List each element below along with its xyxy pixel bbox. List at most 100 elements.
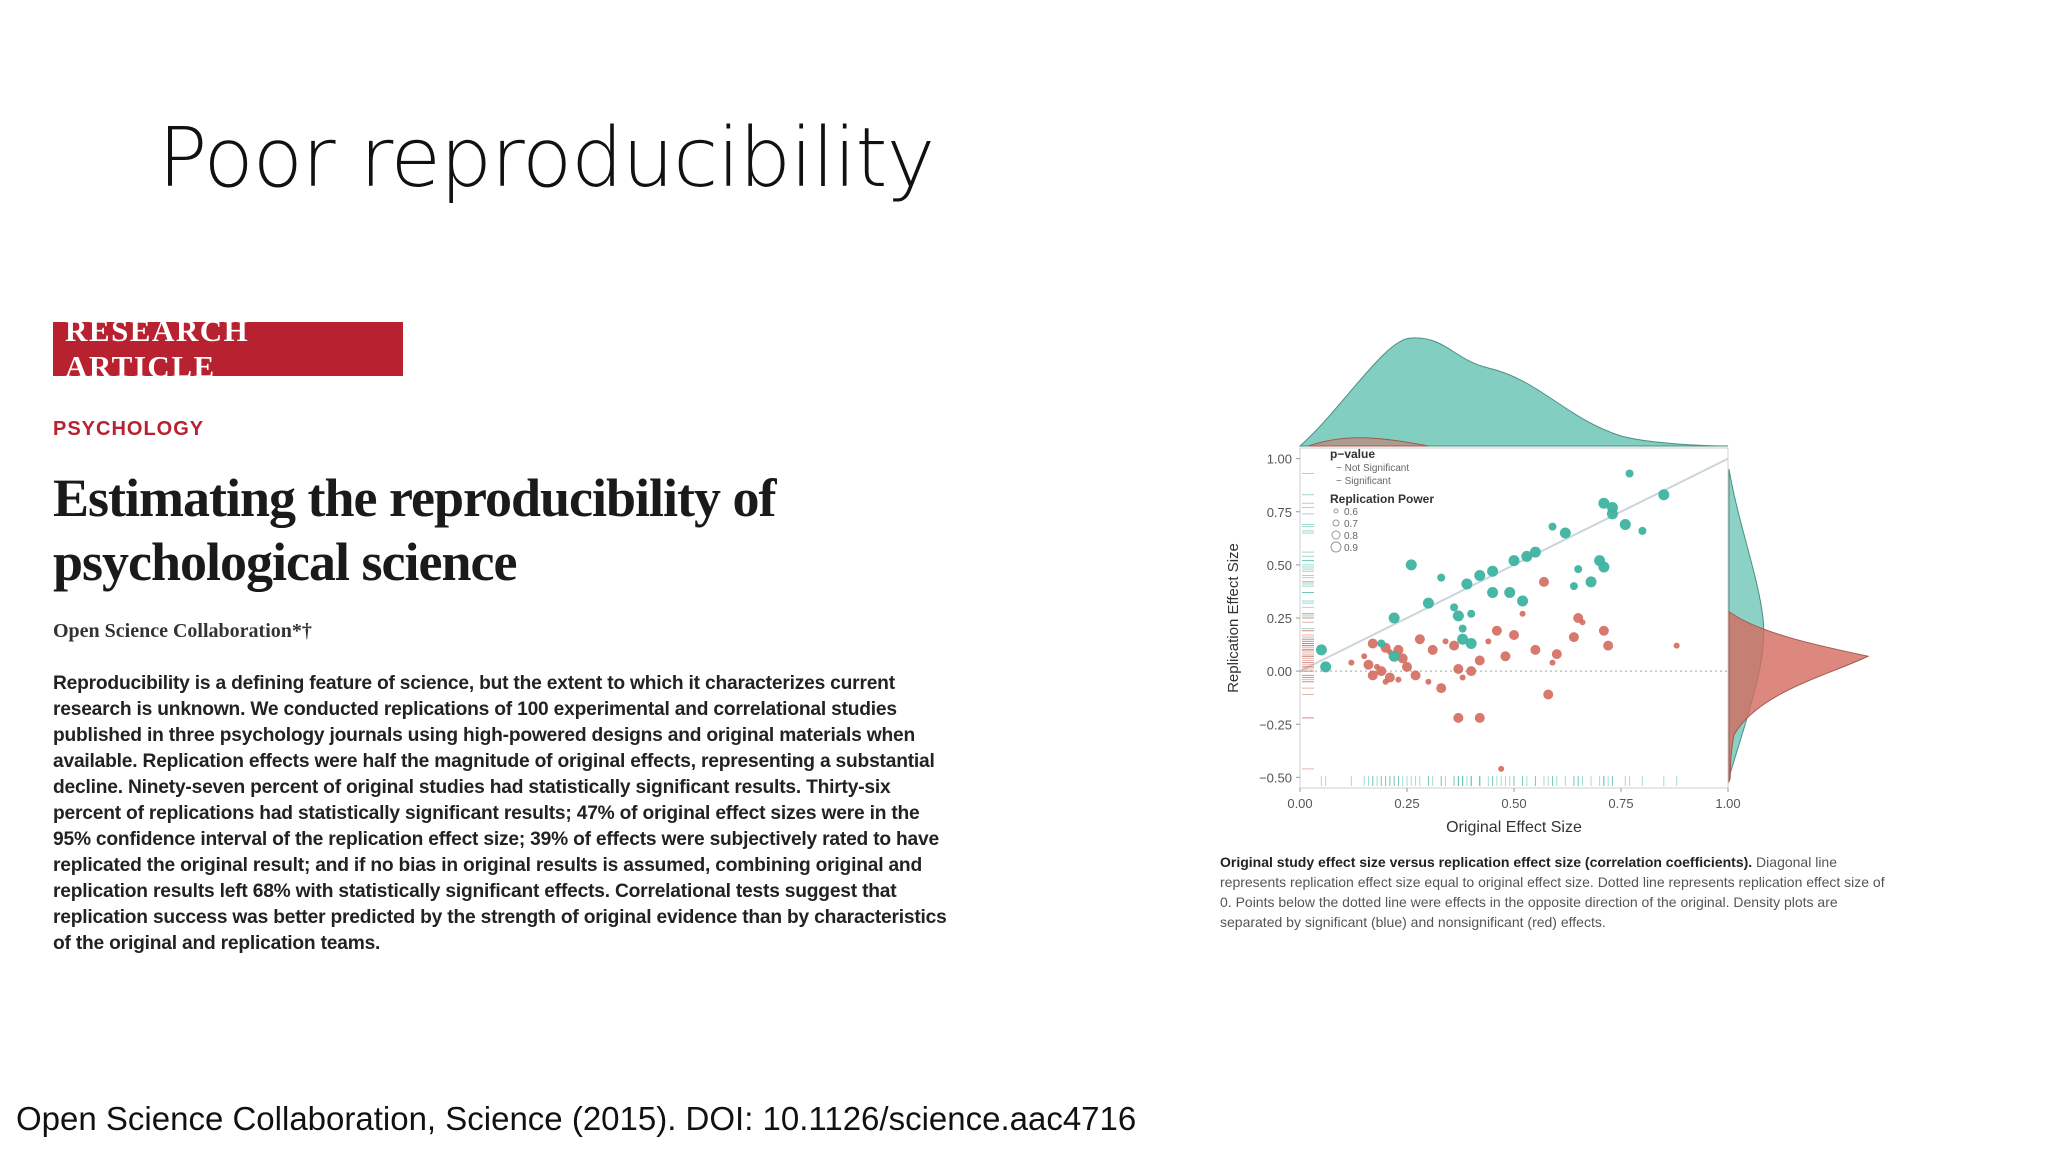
point-significant [1487,565,1499,577]
article-title-line1: Estimating the reproducibility of [53,468,777,528]
point-not-significant [1474,712,1485,723]
scatter-chart: 1.00 0.75 0.50 0.25 0.00 −0.25 −0.50 0.00 0.25 0.… [1225,337,1870,836]
point-not-significant [1474,655,1485,666]
point-significant [1517,595,1529,607]
article-authors: Open Science Collaboration*† [53,620,312,642]
point-not-significant [1530,644,1541,655]
y-axis-label: Replication Effect Size [1225,543,1242,693]
legend-power-item: 0.7 [1344,519,1358,530]
point-not-significant [1673,642,1680,649]
point-not-significant [1363,659,1374,670]
point-significant [1450,603,1459,612]
point-not-significant [1361,653,1368,660]
point-not-significant [1603,640,1614,651]
y-tick-label: −0.50 [1259,770,1292,785]
point-not-significant [1367,670,1378,681]
point-significant [1574,565,1583,574]
point-significant [1559,527,1571,539]
point-significant [1521,550,1533,562]
point-significant [1467,609,1476,618]
legend-pvalue-item: − Significant [1336,476,1391,487]
density-top-significant [1298,337,1729,447]
section-label: PSYCHOLOGY [53,418,205,440]
point-significant [1458,624,1467,633]
point-not-significant [1367,638,1378,649]
x-tick-label: 0.25 [1394,796,1419,811]
point-not-significant [1579,619,1586,626]
x-axis-label: Original Effect Size [1446,819,1582,836]
point-significant [1465,638,1477,649]
figure-caption-rest: Diagonal line represents replication eff… [1220,854,1885,930]
point-not-significant [1425,678,1432,685]
x-tick-label: 1.00 [1715,796,1740,811]
point-significant [1508,555,1520,567]
point-not-significant [1491,625,1502,636]
point-significant [1461,578,1473,590]
density-top-not-significant [1308,437,1429,447]
point-significant [1474,570,1486,581]
point-significant [1638,526,1647,535]
point-significant [1585,576,1597,588]
x-tick-label: 0.75 [1608,796,1633,811]
point-significant [1422,597,1434,609]
x-tick-label: 0.50 [1501,796,1526,811]
figure-caption-bold: Original study effect size versus replic… [1220,854,1753,870]
y-tick-label: 0.00 [1267,664,1292,679]
point-significant [1452,610,1464,622]
point-not-significant [1348,659,1355,666]
point-not-significant [1397,653,1408,664]
point-not-significant [1453,712,1464,723]
point-not-significant [1459,674,1466,681]
article-title-line2: psychological science [53,532,517,592]
point-significant [1598,561,1610,573]
point-not-significant [1551,649,1562,660]
point-not-significant [1442,638,1449,645]
point-significant [1377,639,1386,648]
research-article-badge: RESEARCH ARTICLE [53,313,403,384]
y-tick-label: 0.25 [1267,611,1292,626]
point-not-significant [1538,576,1549,587]
legend-power-marker [1333,508,1339,514]
point-significant [1625,469,1634,478]
point-not-significant [1568,632,1579,643]
point-significant [1388,612,1400,624]
point-not-significant [1509,630,1519,640]
point-not-significant [1598,625,1609,636]
point-not-significant [1485,638,1492,645]
point-significant [1487,587,1499,598]
y-tick-label: −0.25 [1259,717,1292,732]
legend-power-marker [1331,530,1341,540]
point-significant [1504,587,1516,598]
legend-pvalue-title: p−value [1330,447,1375,461]
point-not-significant [1449,640,1460,651]
point-significant [1598,497,1610,509]
point-not-significant [1466,666,1477,677]
legend-pvalue-item: − Not Significant [1336,463,1409,474]
density-right-not-significant [1728,610,1870,784]
point-not-significant [1519,610,1526,617]
point-not-significant [1414,634,1425,645]
legend-power-marker [1330,541,1342,553]
point-significant [1658,489,1670,501]
slide-title: Poor reproducibility [158,111,935,206]
point-significant [1405,559,1417,571]
point-significant [1320,661,1332,673]
y-tick-label: 0.50 [1267,558,1292,573]
article-title: Estimating the reproducibility of psycho… [53,466,933,594]
point-not-significant [1549,659,1556,666]
point-not-significant [1498,765,1505,772]
point-significant [1457,633,1469,645]
legend-power-item: 0.9 [1344,543,1358,554]
point-not-significant [1427,644,1438,655]
point-significant [1606,508,1618,520]
legend-power-marker [1332,519,1340,527]
point-significant [1388,650,1400,662]
legend-power-title: Replication Power [1330,492,1434,506]
point-not-significant [1453,664,1464,674]
point-not-significant [1395,676,1402,683]
point-significant [1315,644,1327,656]
x-tick-label: 0.00 [1287,796,1312,811]
slide-citation: Open Science Collaboration, Science (201… [16,1100,1137,1137]
point-not-significant [1376,666,1387,677]
point-not-significant [1500,651,1511,662]
